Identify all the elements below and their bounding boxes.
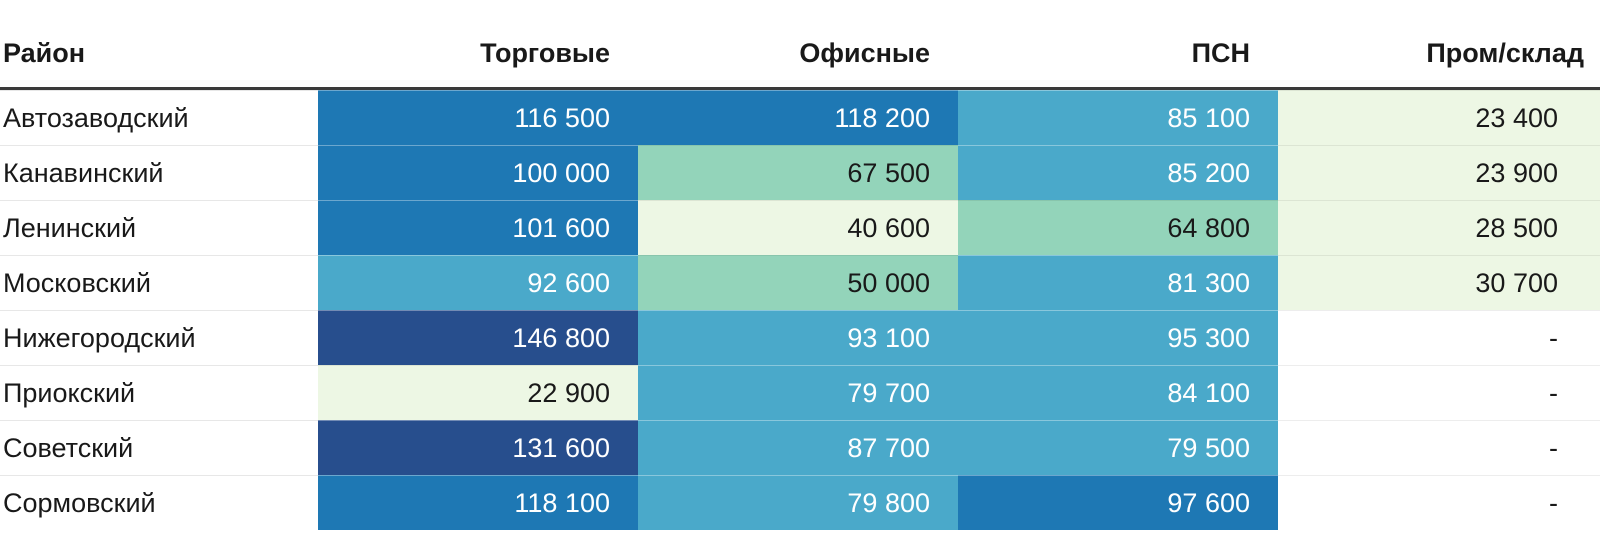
value-cell: 28 500 bbox=[1278, 200, 1600, 255]
value-cell: 67 500 bbox=[638, 145, 958, 200]
row-label: Канавинский bbox=[0, 145, 318, 200]
table-row: Канавинский 100 000 67 500 85 200 23 900 bbox=[0, 145, 1600, 200]
value-cell: 92 600 bbox=[318, 255, 638, 310]
row-label: Сормовский bbox=[0, 475, 318, 530]
value-cell: 23 900 bbox=[1278, 145, 1600, 200]
value-cell: 85 200 bbox=[958, 145, 1278, 200]
value-cell: 97 600 bbox=[958, 475, 1278, 530]
value-cell: 118 100 bbox=[318, 475, 638, 530]
value-cell: 146 800 bbox=[318, 310, 638, 365]
value-cell: - bbox=[1278, 310, 1600, 365]
row-label: Автозаводский bbox=[0, 90, 318, 145]
value-cell: - bbox=[1278, 365, 1600, 420]
row-label: Московский bbox=[0, 255, 318, 310]
table-header-row: Район Торговые Офисные ПСН Пром/склад bbox=[0, 0, 1600, 90]
value-cell: 40 600 bbox=[638, 200, 958, 255]
value-cell: 85 100 bbox=[958, 90, 1278, 145]
value-cell: 118 200 bbox=[638, 90, 958, 145]
value-cell: - bbox=[1278, 420, 1600, 475]
value-cell: 84 100 bbox=[958, 365, 1278, 420]
table-row: Советский 131 600 87 700 79 500- bbox=[0, 420, 1600, 475]
column-header-prom-sklad: Пром/склад bbox=[1426, 38, 1584, 68]
column-header-ofisnye: Офисные bbox=[799, 38, 930, 68]
table-row: Ленинский 101 600 40 600 64 800 28 500 bbox=[0, 200, 1600, 255]
value-cell: 101 600 bbox=[318, 200, 638, 255]
value-cell: 79 700 bbox=[638, 365, 958, 420]
table-body: Автозаводский 116 500 118 200 85 100 23 400 К… bbox=[0, 90, 1600, 530]
value-cell: 23 400 bbox=[1278, 90, 1600, 145]
column-header-torgovye: Торговые bbox=[480, 38, 610, 68]
table-row: Московский 92 600 50 000 81 300 30 700 bbox=[0, 255, 1600, 310]
row-label: Ленинский bbox=[0, 200, 318, 255]
value-cell: 50 000 bbox=[638, 255, 958, 310]
value-cell: 30 700 bbox=[1278, 255, 1600, 310]
value-cell: 93 100 bbox=[638, 310, 958, 365]
value-cell: 79 800 bbox=[638, 475, 958, 530]
table-row: Автозаводский 116 500 118 200 85 100 23 400 bbox=[0, 90, 1600, 145]
row-label: Советский bbox=[0, 420, 318, 475]
table-row: Нижегородский 146 800 93 100 95 300- bbox=[0, 310, 1600, 365]
value-cell: 22 900 bbox=[318, 365, 638, 420]
column-header-psn: ПСН bbox=[1191, 38, 1250, 68]
value-cell: 64 800 bbox=[958, 200, 1278, 255]
value-cell: 87 700 bbox=[638, 420, 958, 475]
value-cell: - bbox=[1278, 475, 1600, 530]
table-row: Приокский 22 900 79 700 84 100- bbox=[0, 365, 1600, 420]
table-row: Сормовский 118 100 79 800 97 600- bbox=[0, 475, 1600, 530]
value-cell: 116 500 bbox=[318, 90, 638, 145]
value-cell: 131 600 bbox=[318, 420, 638, 475]
value-cell: 95 300 bbox=[958, 310, 1278, 365]
row-label: Приокский bbox=[0, 365, 318, 420]
value-cell: 100 000 bbox=[318, 145, 638, 200]
value-cell: 79 500 bbox=[958, 420, 1278, 475]
row-label: Нижегородский bbox=[0, 310, 318, 365]
value-cell: 81 300 bbox=[958, 255, 1278, 310]
column-header-district: Район bbox=[3, 38, 86, 68]
